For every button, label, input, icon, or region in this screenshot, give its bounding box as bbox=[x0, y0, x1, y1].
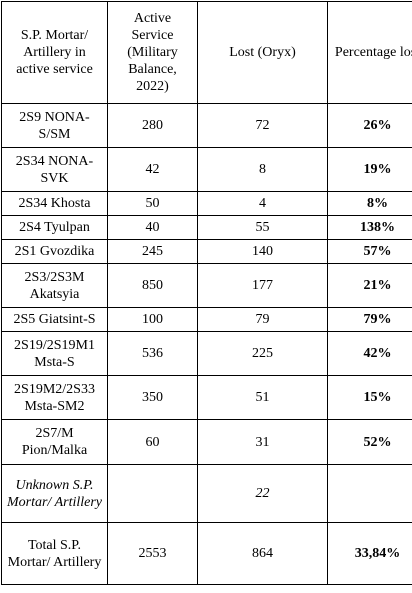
active-count: 40 bbox=[107, 215, 198, 240]
lost-count: 72 bbox=[197, 103, 328, 148]
system-name: 2S9 NONA-S/SM bbox=[1, 103, 108, 148]
percentage-lost: 42% bbox=[327, 331, 412, 376]
table-row-unknown: Unknown S.P. Mortar/ Artillery 22 bbox=[1, 464, 412, 523]
active-count: 245 bbox=[107, 239, 198, 264]
system-name: 2S3/2S3M Akatsyia bbox=[1, 263, 108, 308]
active-count: 280 bbox=[107, 103, 198, 148]
table-row: 2S1 Gvozdika 245 140 57% bbox=[1, 239, 412, 264]
system-name: 2S19M2/2S33 Msta-SM2 bbox=[1, 375, 108, 420]
active-count: 42 bbox=[107, 147, 198, 192]
lost-count: 79 bbox=[197, 307, 328, 332]
active-count bbox=[107, 464, 198, 523]
table-row: 2S3/2S3M Akatsyia 850 177 21% bbox=[1, 263, 412, 308]
table-row: 2S19/2S19M1 Msta-S 536 225 42% bbox=[1, 331, 412, 376]
percentage-lost: 19% bbox=[327, 147, 412, 192]
lost-count: 864 bbox=[197, 522, 328, 585]
active-count: 100 bbox=[107, 307, 198, 332]
table-row: 2S19M2/2S33 Msta-SM2 350 51 15% bbox=[1, 375, 412, 420]
lost-count: 51 bbox=[197, 375, 328, 420]
header-active-service: Active Service (Military Balance, 2022) bbox=[107, 1, 198, 104]
table-row: 2S34 Khosta 50 4 8% bbox=[1, 191, 412, 216]
percentage-lost: 21% bbox=[327, 263, 412, 308]
header-percentage-lost: Percentage lost bbox=[327, 1, 412, 104]
table-row: 2S4 Tyulpan 40 55 138% bbox=[1, 215, 412, 240]
percentage-lost: 138% bbox=[327, 215, 412, 240]
header-lost: Lost (Oryx) bbox=[197, 1, 328, 104]
system-name: 2S5 Giatsint-S bbox=[1, 307, 108, 332]
table-row: 2S9 NONA-S/SM 280 72 26% bbox=[1, 103, 412, 148]
header-system: S.P. Mortar/ Artillery in active service bbox=[1, 1, 108, 104]
table-row: 2S5 Giatsint-S 100 79 79% bbox=[1, 307, 412, 332]
percentage-lost: 8% bbox=[327, 191, 412, 216]
lost-count: 4 bbox=[197, 191, 328, 216]
system-name: 2S1 Gvozdika bbox=[1, 239, 108, 264]
active-count: 50 bbox=[107, 191, 198, 216]
system-name: Unknown S.P. Mortar/ Artillery bbox=[1, 464, 108, 523]
percentage-lost bbox=[327, 464, 412, 523]
percentage-lost: 15% bbox=[327, 375, 412, 420]
lost-count: 22 bbox=[197, 464, 328, 523]
lost-count: 55 bbox=[197, 215, 328, 240]
active-count: 536 bbox=[107, 331, 198, 376]
table-row: 2S7/M Pion/Malka 60 31 52% bbox=[1, 419, 412, 465]
percentage-lost: 57% bbox=[327, 239, 412, 264]
system-name: 2S34 NONA-SVK bbox=[1, 147, 108, 192]
lost-count: 8 bbox=[197, 147, 328, 192]
active-count: 350 bbox=[107, 375, 198, 420]
lost-count: 177 bbox=[197, 263, 328, 308]
percentage-lost: 26% bbox=[327, 103, 412, 148]
system-name: Total S.P. Mortar/ Artillery bbox=[1, 522, 108, 585]
active-count: 850 bbox=[107, 263, 198, 308]
system-name: 2S4 Tyulpan bbox=[1, 215, 108, 240]
system-name: 2S34 Khosta bbox=[1, 191, 108, 216]
header-row: S.P. Mortar/ Artillery in active service… bbox=[1, 1, 412, 104]
lost-count: 31 bbox=[197, 419, 328, 465]
percentage-lost: 52% bbox=[327, 419, 412, 465]
active-count: 60 bbox=[107, 419, 198, 465]
percentage-lost: 79% bbox=[327, 307, 412, 332]
system-name: 2S7/M Pion/Malka bbox=[1, 419, 108, 465]
active-count: 2553 bbox=[107, 522, 198, 585]
table-row-total: Total S.P. Mortar/ Artillery 2553 864 33… bbox=[1, 522, 412, 585]
table-row: 2S34 NONA-SVK 42 8 19% bbox=[1, 147, 412, 192]
lost-count: 225 bbox=[197, 331, 328, 376]
system-name: 2S19/2S19M1 Msta-S bbox=[1, 331, 108, 376]
percentage-lost: 33,84% bbox=[327, 522, 412, 585]
lost-count: 140 bbox=[197, 239, 328, 264]
